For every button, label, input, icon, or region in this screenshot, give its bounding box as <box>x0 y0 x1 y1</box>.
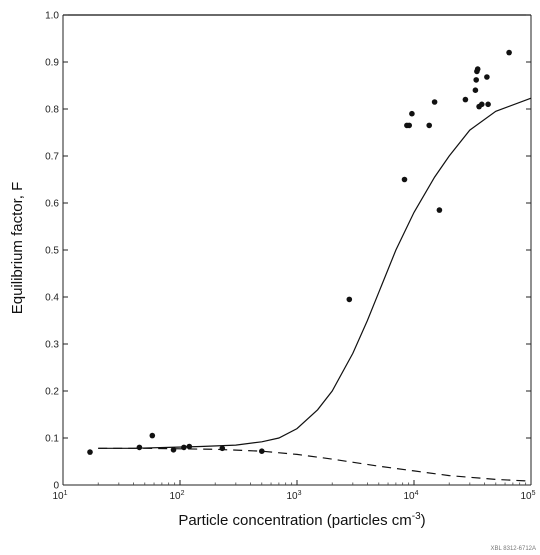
figure-code: XBL 8312-6712A <box>491 546 536 552</box>
data-point <box>259 448 265 455</box>
x-tick-exponent: 2 <box>181 490 185 497</box>
data-point <box>485 101 491 108</box>
x-tick-base: 10 <box>520 491 532 502</box>
data-point <box>401 176 408 183</box>
x-axis-label-superscript: -3 <box>412 511 421 522</box>
data-point <box>506 49 512 56</box>
y-tick-label: 0.5 <box>45 246 59 257</box>
data-point <box>219 445 226 452</box>
y-tick-label: 0.7 <box>45 152 59 163</box>
x-tick-base: 10 <box>52 491 64 502</box>
data-point <box>479 101 485 108</box>
y-tick-label: 1.0 <box>45 11 59 22</box>
chart-frame <box>62 15 532 486</box>
dashed-curve <box>98 447 532 482</box>
data-point <box>431 99 438 105</box>
data-point <box>87 449 93 455</box>
data-point <box>346 296 353 303</box>
data-point <box>436 207 443 213</box>
x-tick-label: 102 <box>169 490 184 502</box>
x-axis-label-close: ) <box>421 512 426 529</box>
x-tick-label: 103 <box>286 490 301 502</box>
x-tick-exponent: 5 <box>532 490 536 497</box>
x-tick-base: 10 <box>169 491 181 502</box>
data-point <box>170 447 177 453</box>
curves-group <box>98 97 532 482</box>
data-points-group <box>87 49 512 455</box>
x-tick-label: 104 <box>403 490 418 502</box>
data-point <box>484 74 490 80</box>
y-tick-label: 0.2 <box>45 387 59 398</box>
y-tick-label: 0.4 <box>45 293 59 304</box>
data-point <box>149 432 156 439</box>
x-axis-label-main: Particle concentration (particles cm <box>178 512 411 529</box>
x-tick-label: 105 <box>520 490 535 502</box>
data-point <box>181 444 187 451</box>
y-tick-label: 0.9 <box>45 58 59 69</box>
data-point <box>473 77 480 83</box>
x-ticks-group: 101 102 103 104 105 <box>52 480 536 502</box>
x-tick-exponent: 4 <box>415 490 419 497</box>
y-axis-label: Equilibrium factor, F <box>9 182 26 315</box>
y-tick-label: 0.1 <box>45 434 59 445</box>
data-point <box>406 122 413 129</box>
data-point <box>474 66 481 72</box>
data-point <box>472 87 479 93</box>
x-tick-exponent: 1 <box>64 490 68 497</box>
x-tick-base: 10 <box>286 491 298 502</box>
y-tick-label: 0.6 <box>45 199 59 210</box>
data-point <box>426 122 433 129</box>
x-axis-label: Particle concentration (particles cm-3) <box>178 511 425 529</box>
y-ticks-group: 0 0.1 0.2 0.3 0.4 0.5 0.6 0.7 0.8 0.9 1.0 <box>45 11 531 492</box>
y-tick-label: 0 <box>53 481 59 492</box>
data-point <box>136 444 143 451</box>
data-point <box>462 96 469 103</box>
y-tick-label: 0.8 <box>45 105 59 116</box>
y-tick-label: 0.3 <box>45 340 59 351</box>
data-point <box>409 110 415 117</box>
x-tick-exponent: 3 <box>298 490 302 497</box>
solid-curve <box>98 97 532 449</box>
data-point <box>186 443 193 450</box>
x-tick-base: 10 <box>403 491 415 502</box>
x-tick-label: 101 <box>52 490 67 502</box>
